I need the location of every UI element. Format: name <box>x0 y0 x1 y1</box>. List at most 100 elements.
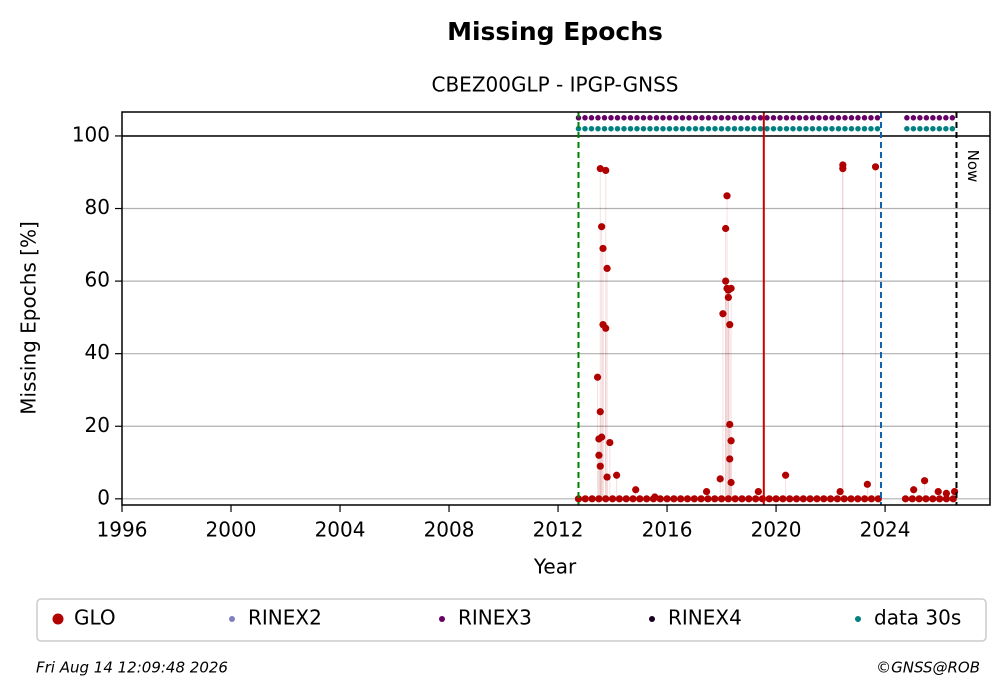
point <box>717 495 726 503</box>
point <box>758 495 767 503</box>
point <box>596 165 604 173</box>
y-tick-label: 20 <box>85 413 110 437</box>
point <box>603 264 611 273</box>
legend-label: RINEX4 <box>668 606 742 630</box>
point <box>920 477 929 485</box>
point <box>942 489 950 497</box>
point <box>836 487 844 496</box>
point <box>588 495 596 503</box>
point <box>782 471 790 479</box>
point <box>942 495 950 503</box>
point <box>722 277 730 285</box>
point <box>719 310 727 318</box>
y-axis-label: Missing Epochs [%] <box>17 221 41 415</box>
point <box>602 495 610 503</box>
x-tick-label: 2000 <box>206 518 257 542</box>
point <box>726 321 734 329</box>
x-axis-label: Year <box>533 555 577 579</box>
point <box>935 495 944 503</box>
y-tick-label: 60 <box>85 268 110 292</box>
annotation: Now <box>964 150 982 183</box>
x-tick-label: 2008 <box>424 518 475 542</box>
point <box>820 495 828 503</box>
x-tick-label: 2024 <box>860 518 911 542</box>
point <box>702 487 711 496</box>
point <box>867 495 876 503</box>
legend-label: RINEX3 <box>458 606 532 630</box>
point <box>622 495 630 503</box>
point <box>745 495 753 503</box>
point <box>799 495 807 503</box>
point <box>754 487 762 496</box>
point <box>602 324 610 332</box>
y-tick-label: 0 <box>97 485 110 509</box>
chart-title: Missing Epochs <box>447 17 663 46</box>
point <box>603 473 611 481</box>
point <box>716 475 724 483</box>
point <box>598 433 606 441</box>
x-tick-label: 2012 <box>533 518 584 542</box>
point <box>683 495 692 503</box>
point <box>901 495 910 503</box>
point <box>726 420 734 429</box>
point <box>786 495 794 503</box>
x-tick-label: 1996 <box>97 518 148 542</box>
point <box>599 244 607 253</box>
x-tick-label: 2020 <box>751 518 802 542</box>
point <box>724 293 732 302</box>
point <box>595 451 603 459</box>
point <box>861 495 869 503</box>
point <box>613 471 621 479</box>
legend-label: data 30s <box>874 606 961 630</box>
legend-box <box>36 598 987 642</box>
legend-label: RINEX2 <box>248 606 322 630</box>
legend-label: GLO <box>74 606 116 630</box>
legend-marker <box>229 616 235 622</box>
point <box>615 495 623 503</box>
chart-subtitle: CBEZ00GLP - IPGP-GNSS <box>432 73 679 97</box>
y-tick-label: 40 <box>85 340 110 364</box>
footer-copyright: ©GNSS@ROB <box>876 659 980 677</box>
point <box>636 495 644 503</box>
point <box>792 495 801 503</box>
point <box>649 495 658 503</box>
point <box>598 223 606 231</box>
point <box>847 495 855 503</box>
point <box>722 224 730 233</box>
point <box>602 166 610 175</box>
y-tick-label: 100 <box>72 122 110 146</box>
point <box>731 495 739 503</box>
point <box>690 495 698 503</box>
y-tick-label: 80 <box>85 195 110 219</box>
point <box>608 495 617 503</box>
point <box>934 487 942 496</box>
point <box>915 495 923 503</box>
point <box>711 495 719 503</box>
point <box>839 165 847 173</box>
plot-frame <box>121 111 991 506</box>
point <box>677 495 685 503</box>
point <box>863 480 871 488</box>
point <box>910 486 918 494</box>
point <box>908 495 916 503</box>
point <box>752 495 760 503</box>
point <box>670 495 678 503</box>
point <box>727 478 735 487</box>
legend-marker <box>649 616 655 622</box>
point <box>643 495 651 503</box>
point <box>632 486 640 494</box>
point <box>581 495 589 503</box>
point <box>629 495 637 503</box>
point <box>813 495 821 503</box>
point <box>854 495 862 503</box>
point <box>727 437 735 445</box>
point <box>806 495 814 503</box>
point <box>596 408 604 416</box>
legend-marker <box>52 613 64 625</box>
point <box>595 495 603 503</box>
point <box>724 495 732 503</box>
point <box>593 373 602 381</box>
point <box>726 455 734 463</box>
point <box>727 284 735 292</box>
